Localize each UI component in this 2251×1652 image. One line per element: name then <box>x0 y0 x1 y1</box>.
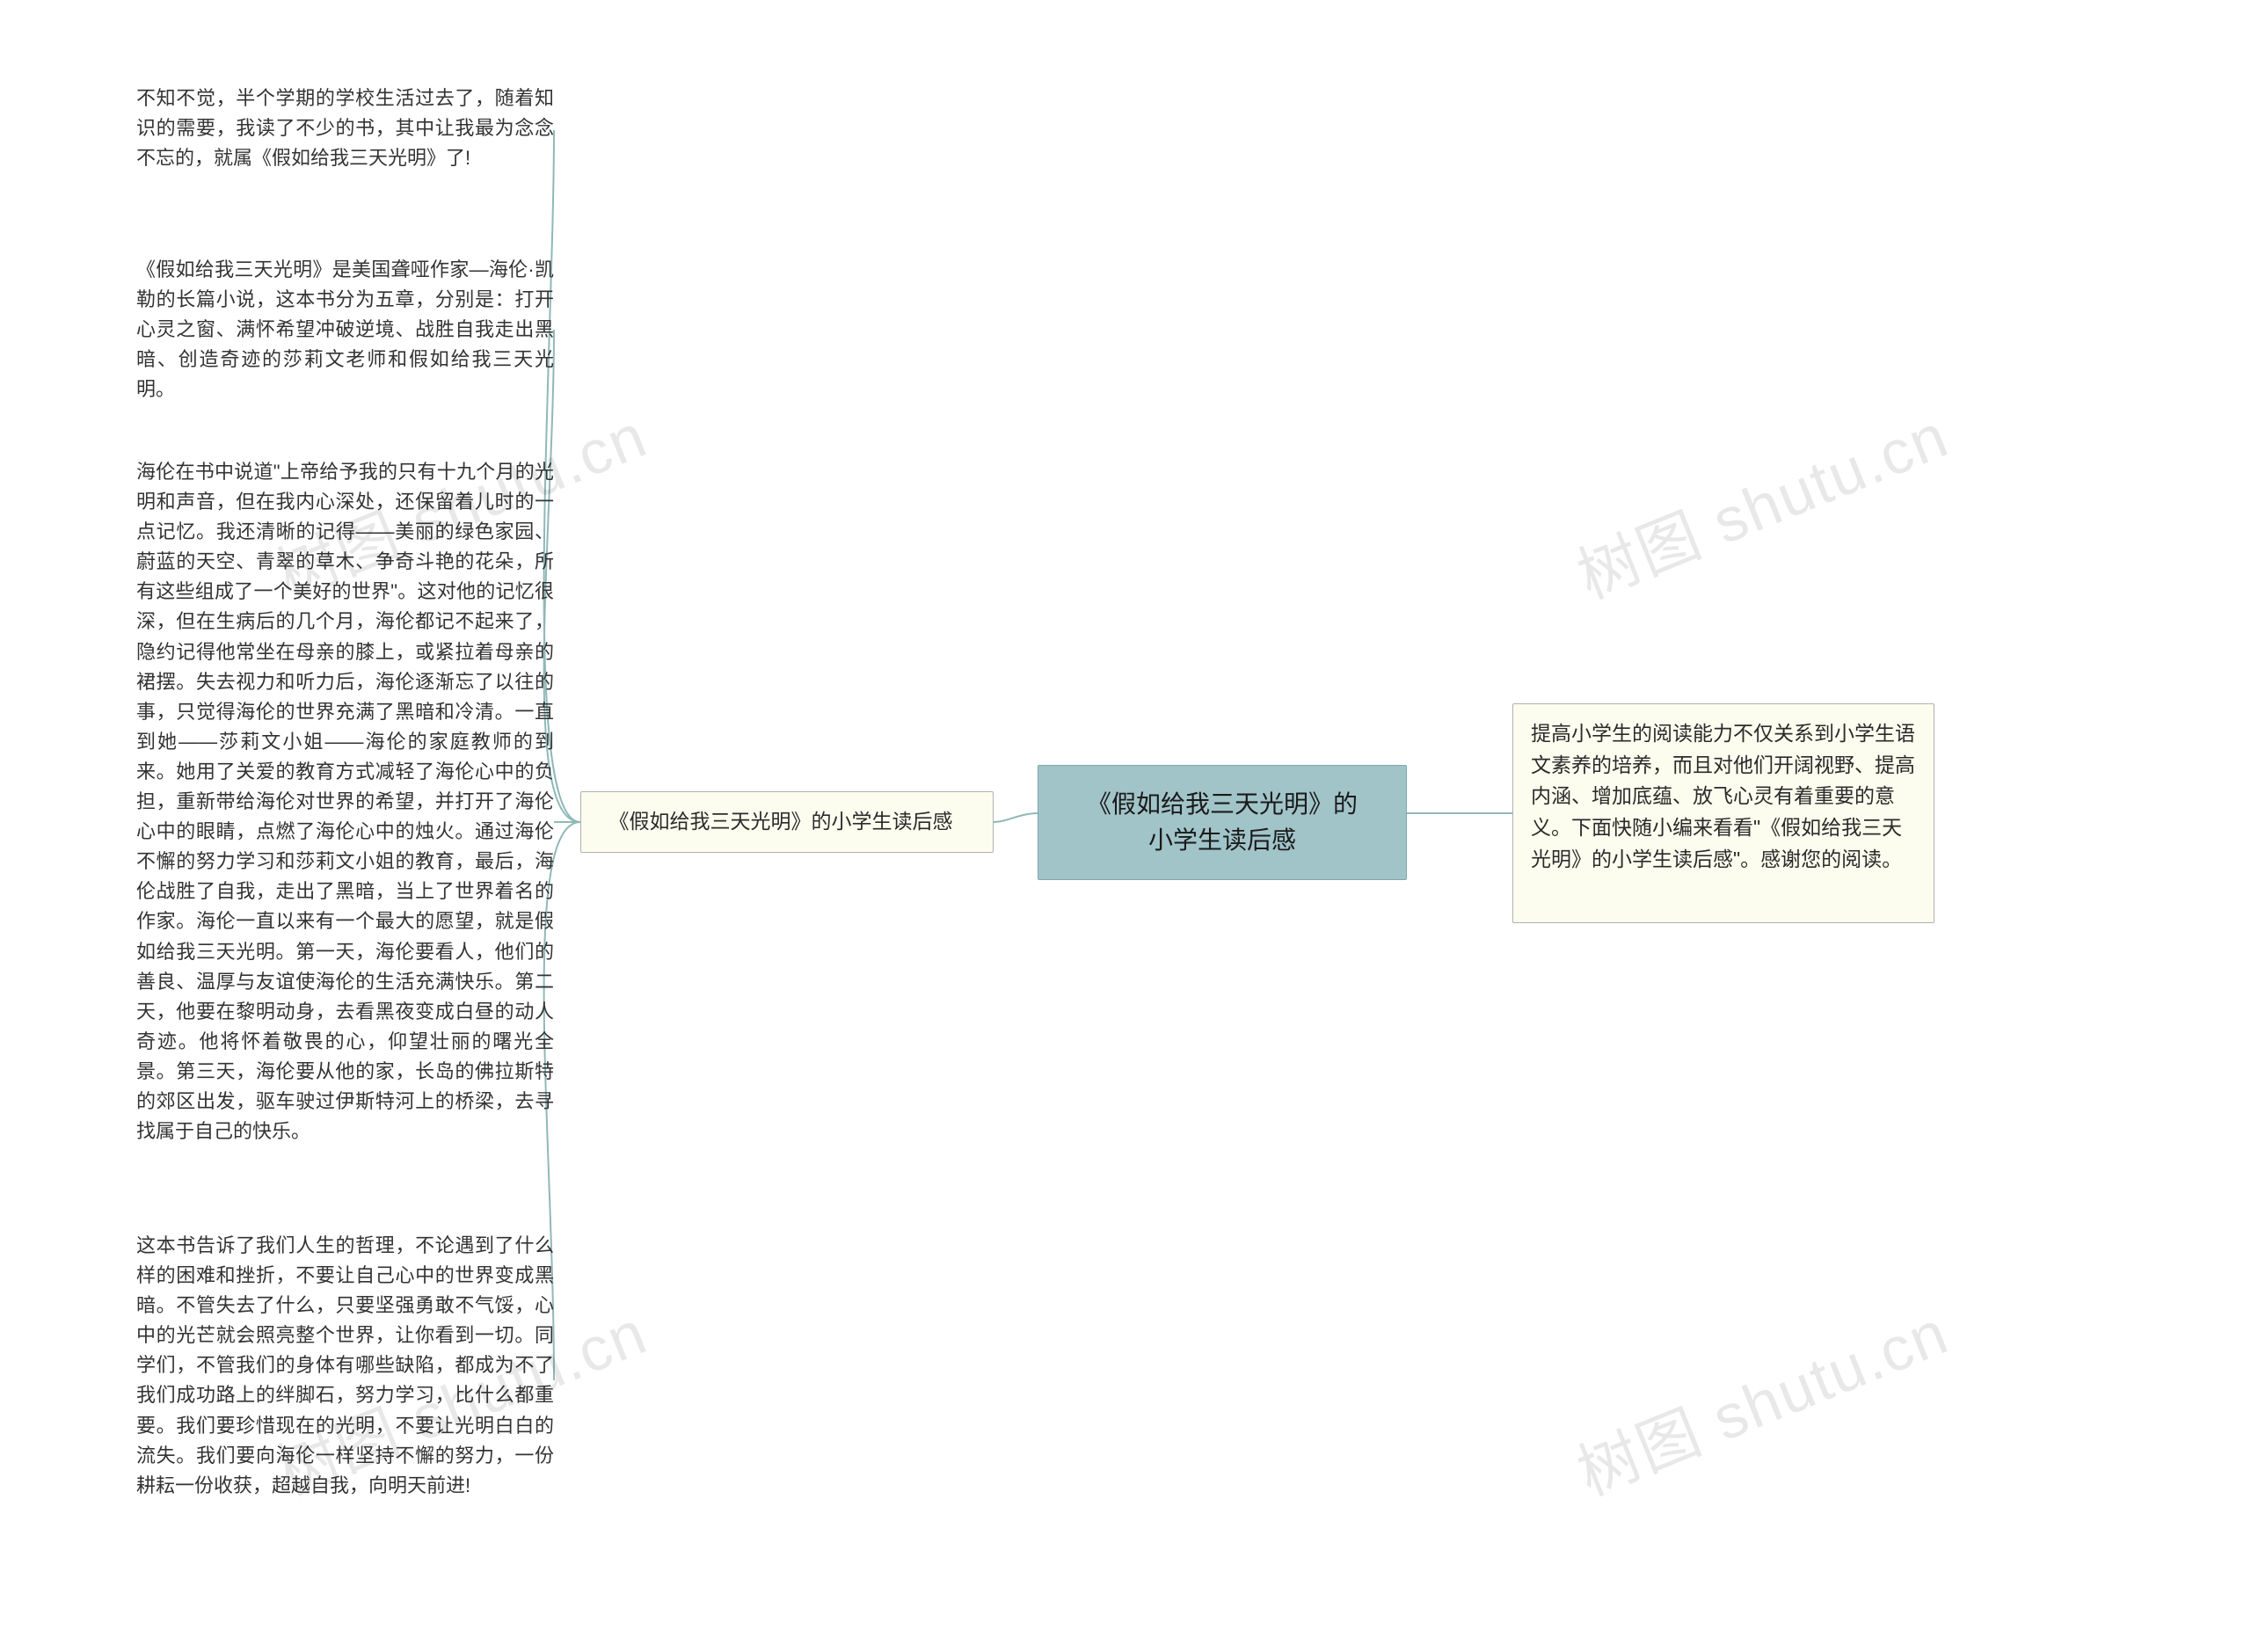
watermark: 树图 shutu.cn <box>1563 1284 1959 1513</box>
watermark: 树图 shutu.cn <box>1563 387 1959 616</box>
mindmap-canvas: 《假如给我三天光明》的小学生读后感 提高小学生的阅读能力不仅关系到小学生语文素养… <box>0 0 2251 1652</box>
leaf-node[interactable]: 这本书告诉了我们人生的哲理，不论遇到了什么样的困难和挫折，不要让自己心中的世界变… <box>136 1231 554 1501</box>
left-parent-node[interactable]: 《假如给我三天光明》的小学生读后感 <box>580 791 994 853</box>
leaf-node[interactable]: 《假如给我三天光明》是美国聋哑作家—海伦·凯勒的长篇小说，这本书分为五章，分别是… <box>136 255 554 404</box>
leaf-node[interactable]: 海伦在书中说道"上帝给予我的只有十九个月的光明和声音，但在我内心深处，还保留着儿… <box>136 457 554 1146</box>
connector <box>994 813 1038 822</box>
leaf-node[interactable]: 不知不觉，半个学期的学校生活过去了，随着知识的需要，我读了不少的书，其中让我最为… <box>136 84 554 173</box>
right-child-node[interactable]: 提高小学生的阅读能力不仅关系到小学生语文素养的培养，而且对他们开阔视野、提高内涵… <box>1512 703 1934 923</box>
root-node[interactable]: 《假如给我三天光明》的小学生读后感 <box>1038 765 1407 880</box>
